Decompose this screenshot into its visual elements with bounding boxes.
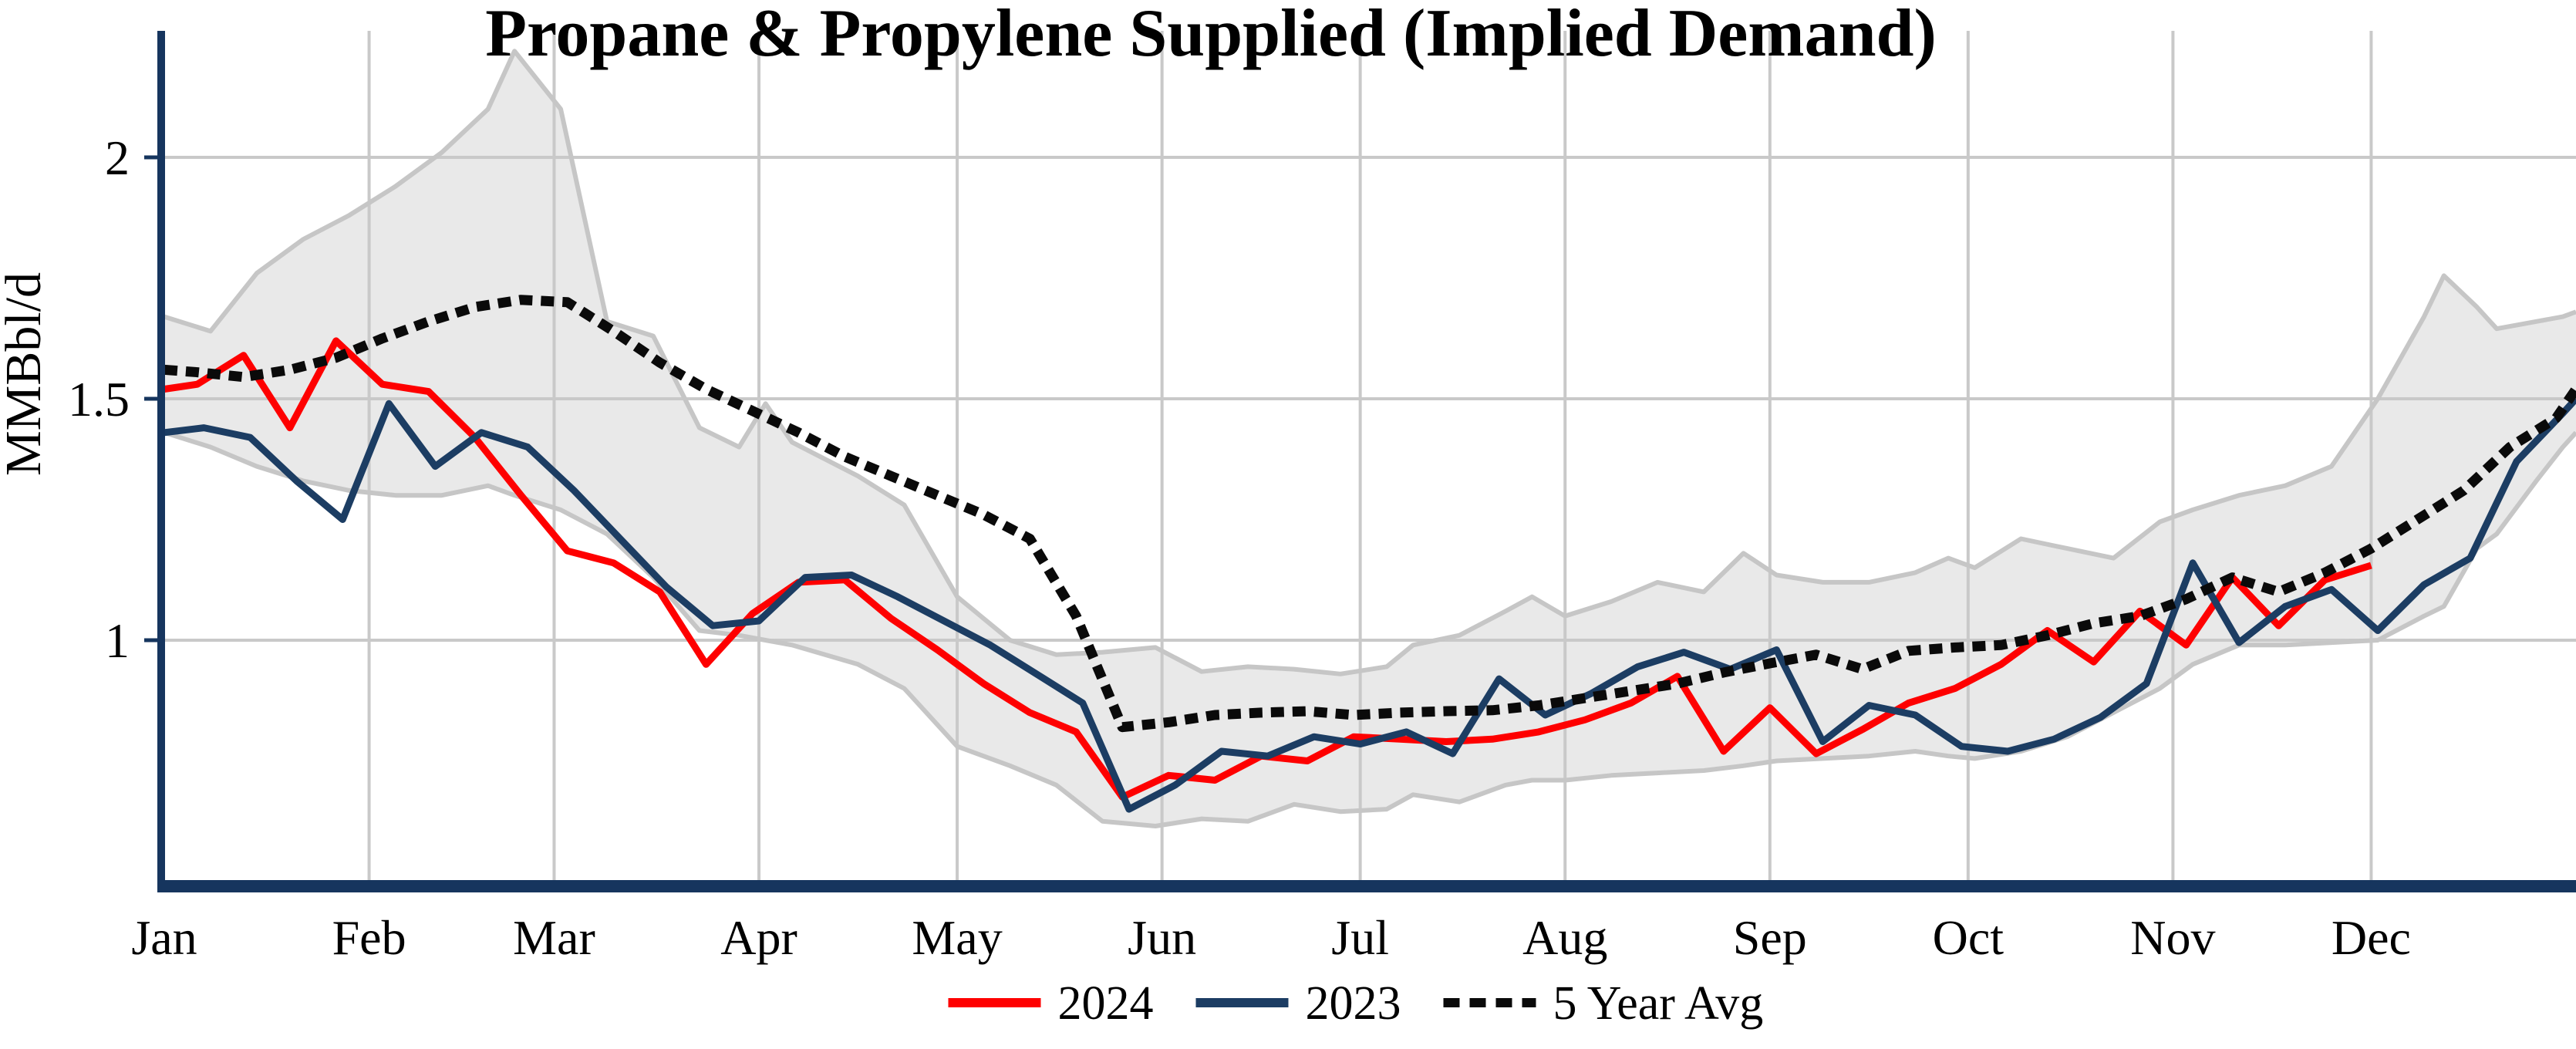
legend-item-5-year-avg: 5 Year Avg	[1443, 977, 1764, 1030]
chart-title: Propane & Propylene Supplied (Implied De…	[485, 0, 1937, 71]
x-tick-label-jan: Jan	[131, 910, 197, 965]
x-tick-label-jun: Jun	[1128, 910, 1196, 965]
five-year-range-fill	[164, 51, 2576, 827]
y-tick-label: 1.5	[68, 372, 130, 427]
series-line-2023	[164, 396, 2576, 813]
x-tick-label-nov: Nov	[2130, 910, 2215, 965]
legend-item-2023: 2023	[1195, 977, 1401, 1030]
data-series-lines	[164, 295, 2576, 813]
band-edges	[164, 49, 2576, 828]
x-tick-label-dec: Dec	[2332, 910, 2411, 965]
y-axis-label: MMBbl/d	[0, 272, 52, 476]
band-upper-edge	[164, 49, 2576, 676]
x-tick-label-feb: Feb	[332, 910, 406, 965]
x-tick-label-apr: Apr	[720, 910, 797, 965]
axes-spines	[144, 31, 2576, 892]
legend-label: 2024	[1058, 977, 1154, 1030]
five-year-range-band	[164, 51, 2576, 827]
legend-label: 2023	[1306, 977, 1401, 1030]
axis-tick-labels: 2 1.5 1 Jan Feb Mar Apr May Jun Jul Aug Sep Oct Nov De…	[68, 130, 2411, 965]
x-tick-label-oct: Oct	[1933, 910, 2004, 965]
x-tick-label-jul: Jul	[1331, 910, 1389, 965]
series-line-5-year-avg	[164, 295, 2576, 733]
legend-item-2024: 2024	[948, 977, 1154, 1030]
x-tick-label-mar: Mar	[513, 910, 595, 965]
x-tick-label-aug: Aug	[1522, 910, 1607, 965]
legend-label: 5 Year Avg	[1553, 977, 1764, 1030]
y-tick-label: 2	[105, 130, 130, 185]
x-tick-label-may: May	[912, 910, 1002, 965]
y-tick-label: 1	[105, 613, 130, 668]
x-tick-label-sep: Sep	[1733, 910, 1807, 965]
legend: 2024 2023 5 Year Avg	[948, 977, 1764, 1030]
band-lower-edge	[164, 430, 2576, 828]
